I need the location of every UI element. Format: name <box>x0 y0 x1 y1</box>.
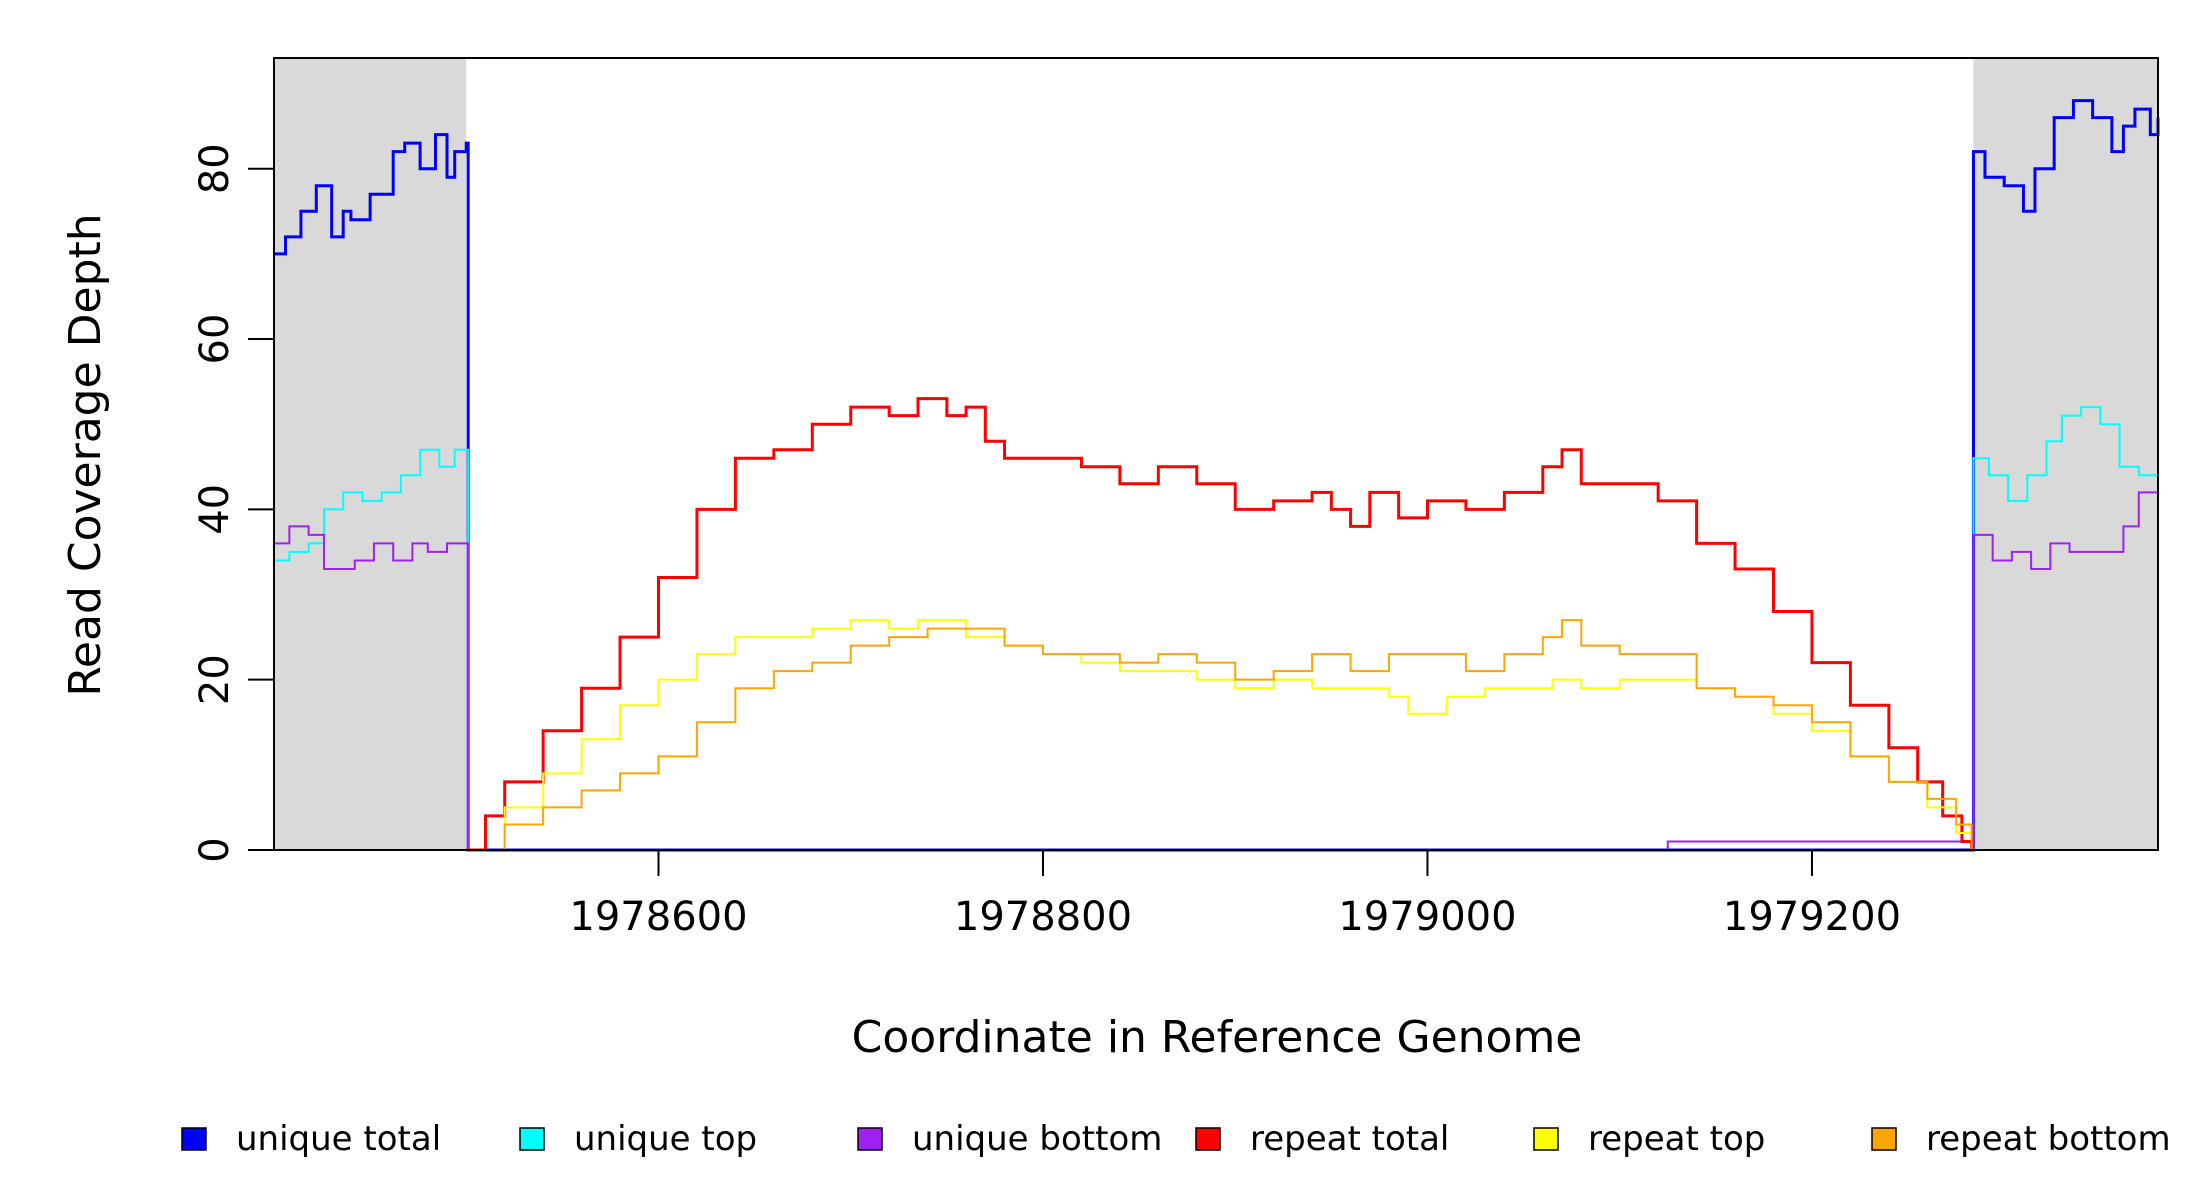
series-line-unique-total <box>274 99 2160 852</box>
legend-label: repeat top <box>1588 1119 1765 1159</box>
legend-label: unique total <box>236 1119 441 1159</box>
legend-label: unique top <box>574 1119 757 1159</box>
y-axis: 0 20 40 60 80 <box>192 143 275 863</box>
y-tick-label: 20 <box>192 654 238 705</box>
series-line-repeat-top <box>466 619 1973 851</box>
series-line-repeat-bottom <box>466 619 1973 851</box>
series-layer <box>274 99 2160 852</box>
x-tick-label: 1978800 <box>954 894 1132 940</box>
flank-shading-group <box>274 58 2158 850</box>
y-tick-label: 60 <box>192 314 238 365</box>
legend-label: unique bottom <box>912 1119 1162 1159</box>
series-line-unique-top <box>274 406 2159 851</box>
x-tick-label: 1978600 <box>569 894 747 940</box>
legend-label: repeat bottom <box>1926 1119 2171 1159</box>
legend: unique total unique top unique bottom repea… <box>181 1119 2171 1159</box>
series-line-repeat-total <box>466 397 1974 852</box>
y-tick-label: 0 <box>192 837 238 862</box>
legend-swatch <box>857 1127 883 1151</box>
x-axis-label: Coordinate in Reference Genome <box>852 1012 1583 1063</box>
x-axis: 1978600 1978800 1979000 1979200 <box>569 850 1901 940</box>
legend-swatch <box>1533 1127 1559 1151</box>
series-line-unique-bottom <box>274 483 2159 851</box>
legend-swatch <box>519 1127 545 1151</box>
x-tick-label: 1979000 <box>1338 894 1516 940</box>
y-axis-label: Read Coverage Depth <box>60 213 111 696</box>
y-tick-label: 40 <box>192 484 238 535</box>
flank-shade-region <box>1973 58 2158 850</box>
legend-swatch <box>1871 1127 1897 1151</box>
flank-shade-region <box>274 58 467 850</box>
legend-label: repeat total <box>1250 1119 1449 1159</box>
legend-swatch <box>1195 1127 1221 1151</box>
legend-swatch <box>181 1127 207 1151</box>
y-tick-label: 80 <box>192 143 238 194</box>
x-tick-label: 1979200 <box>1723 894 1901 940</box>
